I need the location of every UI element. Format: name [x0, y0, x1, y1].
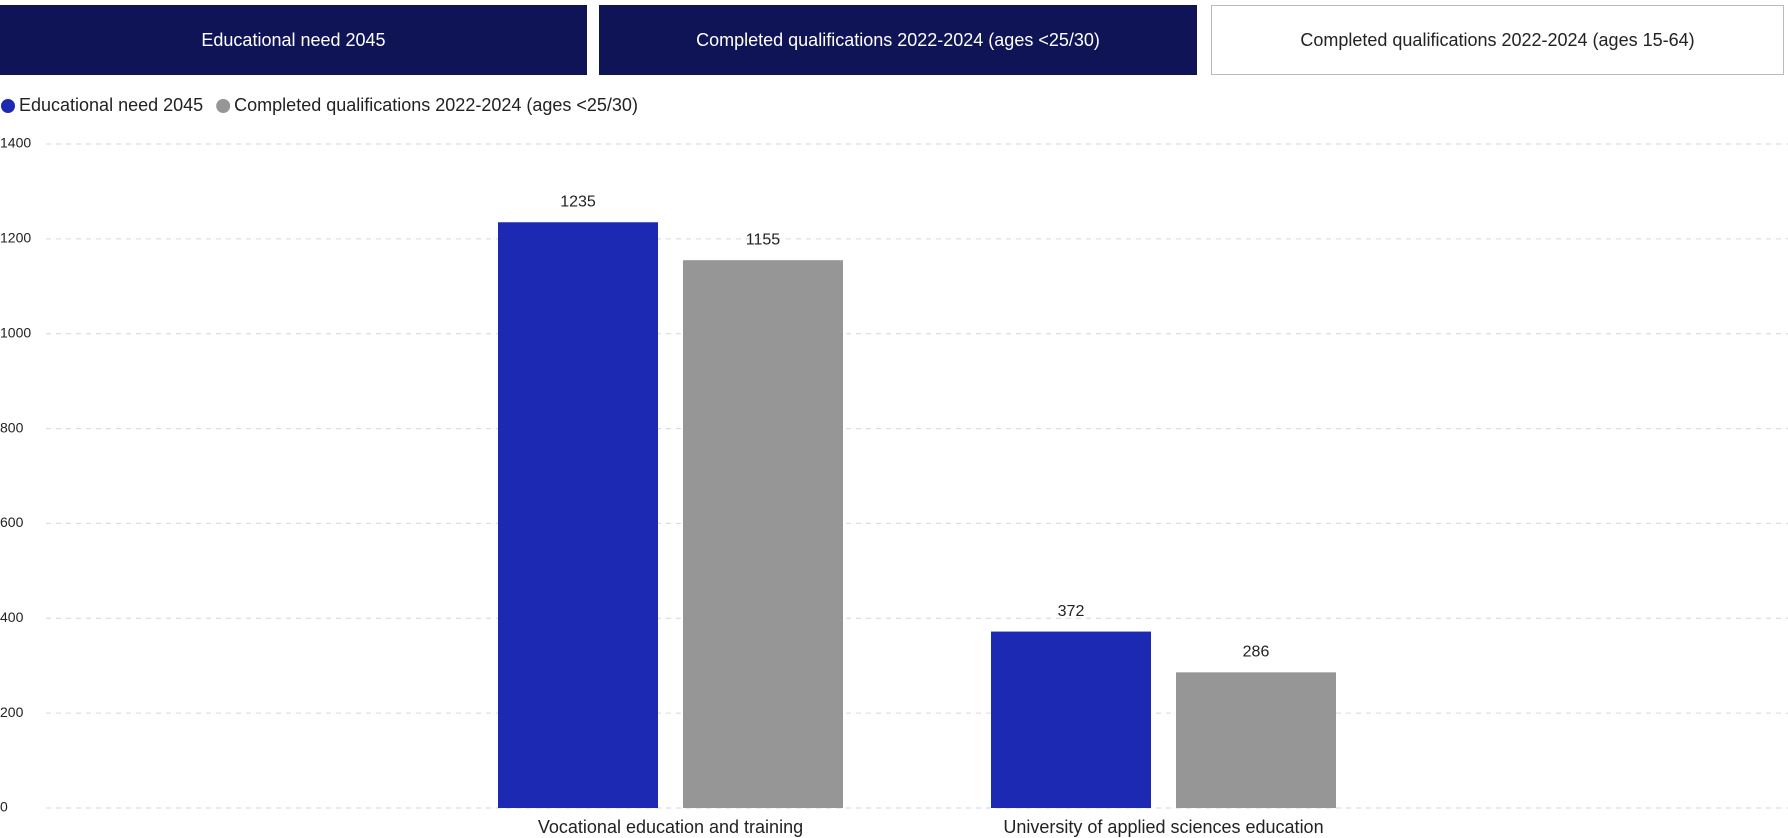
y-tick-label: 1200 — [0, 230, 31, 246]
tab-bar: Educational need 2045 Completed qualific… — [0, 5, 1788, 75]
y-tick-label: 600 — [0, 514, 24, 530]
y-tick-label: 0 — [0, 799, 8, 815]
x-tick-label: University of applied sciences education — [1003, 817, 1323, 837]
legend-label: Completed qualifications 2022-2024 (ages… — [234, 95, 638, 115]
x-tick-label: Vocational education and training — [538, 817, 803, 837]
bar — [991, 631, 1151, 808]
y-tick-label: 800 — [0, 419, 24, 435]
tab[interactable]: Educational need 2045 — [0, 5, 587, 75]
tab[interactable]: Completed qualifications 2022-2024 (ages… — [1211, 5, 1784, 75]
data-label: 372 — [1058, 603, 1085, 620]
legend-marker — [1, 99, 15, 113]
bar — [683, 260, 843, 808]
legend-label: Educational need 2045 — [19, 95, 203, 115]
tab[interactable]: Completed qualifications 2022-2024 (ages… — [599, 5, 1197, 75]
legend-marker — [216, 99, 231, 113]
y-tick-label: 1000 — [0, 324, 31, 340]
bar — [1176, 672, 1336, 808]
y-tick-label: 1400 — [0, 135, 31, 151]
data-label: 1235 — [560, 193, 596, 210]
y-tick-label: 200 — [0, 704, 24, 720]
data-label: 286 — [1243, 644, 1270, 661]
data-label: 1155 — [746, 231, 781, 248]
y-tick-label: 400 — [0, 609, 24, 625]
bar — [498, 222, 658, 808]
